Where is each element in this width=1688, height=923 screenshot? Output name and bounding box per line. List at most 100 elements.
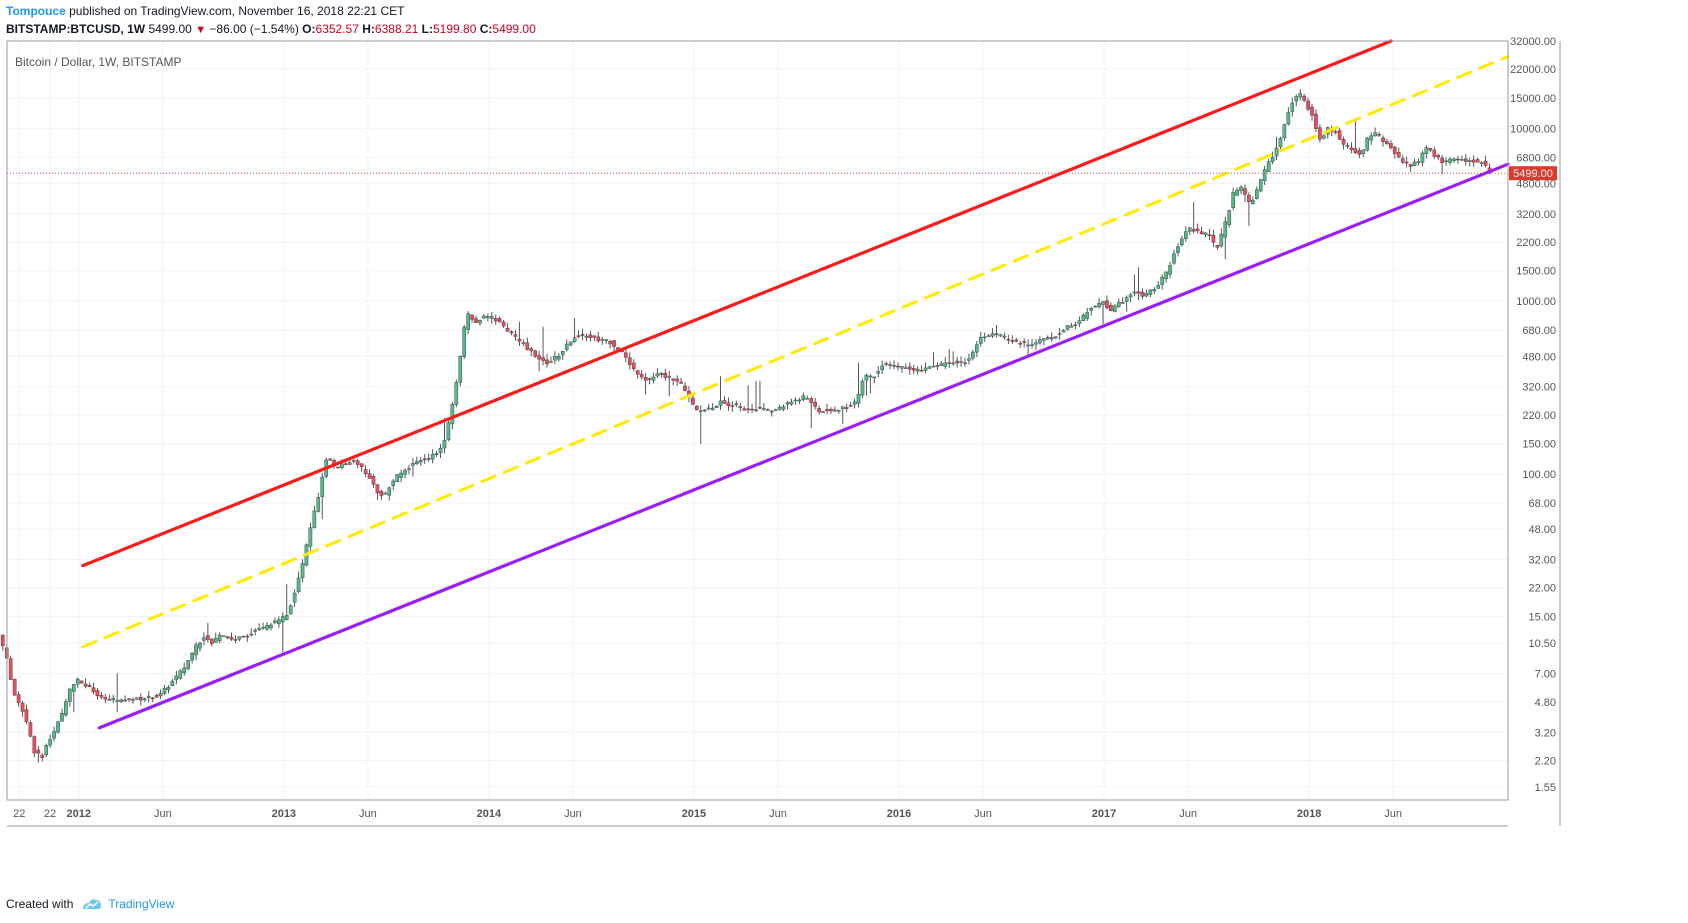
candle-body xyxy=(68,688,72,702)
candle-body xyxy=(840,406,845,410)
candle-body xyxy=(91,687,96,693)
candle xyxy=(1318,124,1322,143)
candle-body xyxy=(675,378,679,382)
candle-body xyxy=(1002,335,1007,338)
candle xyxy=(1085,307,1090,321)
candle xyxy=(1120,297,1125,304)
candle xyxy=(971,349,975,361)
footer: Created with TradingView xyxy=(6,897,174,911)
candle-body xyxy=(781,406,786,410)
candle-body xyxy=(245,635,250,638)
candle-body xyxy=(198,642,202,649)
publisher-link[interactable]: Tompouce xyxy=(6,4,66,18)
candle-body xyxy=(1010,340,1015,342)
candle-body xyxy=(683,385,687,392)
candle-body xyxy=(1038,339,1042,344)
candle xyxy=(351,458,356,464)
candle-body xyxy=(1377,134,1381,136)
candle-body xyxy=(505,328,510,332)
candle xyxy=(1306,97,1310,111)
candle xyxy=(1073,321,1078,330)
candle xyxy=(355,458,360,469)
candle-body xyxy=(837,409,841,412)
candle-body xyxy=(769,410,774,413)
candle-body xyxy=(1053,336,1058,339)
candle xyxy=(241,635,246,638)
candle xyxy=(1187,227,1192,235)
candle-body xyxy=(868,375,873,378)
candle xyxy=(592,335,597,342)
candle-body xyxy=(588,334,593,339)
current-price-label: 5499.00 xyxy=(1513,168,1553,180)
candle xyxy=(146,690,151,703)
candle xyxy=(1389,140,1393,150)
candle-body xyxy=(478,320,482,324)
candle-body xyxy=(348,462,352,465)
candle xyxy=(986,334,991,337)
tradingview-brand[interactable]: TradingView xyxy=(81,897,174,911)
candle xyxy=(162,685,167,695)
candle-body xyxy=(174,675,179,681)
x-tick-label: Jun xyxy=(1384,808,1402,820)
candle-body xyxy=(722,400,727,404)
candle xyxy=(1081,312,1086,322)
candle xyxy=(450,401,455,430)
candle xyxy=(1424,145,1429,159)
candle-body xyxy=(777,407,782,410)
publish-line: Tompouce published on TradingView.com, N… xyxy=(6,4,404,18)
candle xyxy=(391,478,396,491)
candle-body xyxy=(628,357,632,365)
candle xyxy=(821,411,825,413)
candle-body xyxy=(1030,344,1034,346)
candle xyxy=(904,363,908,369)
candle xyxy=(884,361,888,367)
candle-body xyxy=(1416,161,1421,163)
candle xyxy=(651,372,656,384)
candle-body xyxy=(1460,159,1464,161)
candle-body xyxy=(1034,342,1038,345)
candle-body xyxy=(399,472,403,478)
candle-body xyxy=(387,487,392,496)
candle-body xyxy=(466,313,470,330)
candle xyxy=(758,380,762,410)
candle xyxy=(1444,157,1448,166)
candle xyxy=(213,632,218,643)
candle-body xyxy=(426,458,431,460)
close-label: C: xyxy=(479,22,493,36)
candle xyxy=(1381,135,1385,147)
candle-body xyxy=(1140,291,1145,297)
candle xyxy=(580,328,585,341)
candle xyxy=(967,353,971,365)
y-tick-label: 1.55 xyxy=(1535,782,1556,794)
candle xyxy=(1314,109,1318,133)
y-tick-label: 320.00 xyxy=(1522,382,1556,394)
candle xyxy=(1010,335,1015,344)
candle xyxy=(415,456,419,465)
candle-body xyxy=(470,314,474,320)
candle xyxy=(1404,156,1409,168)
candle xyxy=(793,397,798,405)
candle xyxy=(1290,97,1295,117)
grid-layer xyxy=(7,40,1508,800)
candle-body xyxy=(316,497,321,512)
candle-body xyxy=(1057,333,1062,335)
candle xyxy=(320,472,325,520)
candle xyxy=(395,474,399,483)
candle-body xyxy=(202,637,206,641)
candle xyxy=(1152,287,1157,295)
open-label: O: xyxy=(302,22,316,36)
candle-body xyxy=(880,365,884,371)
candle xyxy=(1282,123,1287,141)
candle-body xyxy=(482,315,486,319)
candle xyxy=(1109,302,1113,312)
candle xyxy=(1412,158,1417,167)
candle-body xyxy=(186,660,190,670)
candle-body xyxy=(489,316,494,319)
candle xyxy=(1274,136,1279,161)
candle xyxy=(363,465,368,478)
candle xyxy=(229,632,234,641)
candle-body xyxy=(864,374,869,381)
candle xyxy=(221,635,226,637)
candle xyxy=(612,339,616,352)
